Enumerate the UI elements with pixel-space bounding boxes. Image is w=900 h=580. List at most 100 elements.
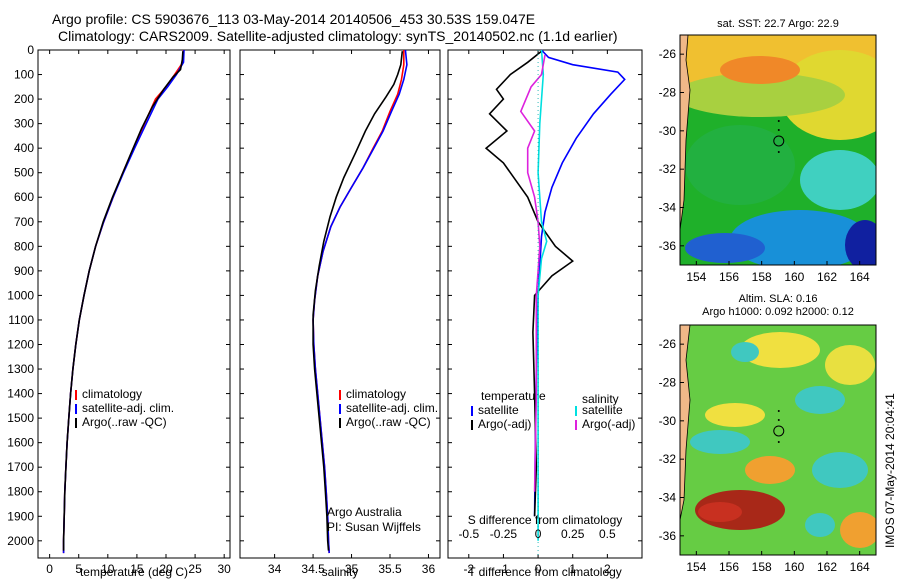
sst-xtick-label: 160: [784, 270, 804, 284]
depth-tick-label: 500: [14, 166, 34, 180]
sla-orange-1: [745, 456, 795, 484]
salinity-xtick-label: 35.5: [378, 562, 402, 576]
salinity-xtick-label: 34.5: [301, 562, 325, 576]
depth-tick-label: 200: [14, 92, 34, 106]
sst-ytick-label: -28: [659, 86, 677, 100]
diff-legend-label: Argo(-adj): [582, 417, 635, 431]
sst-float-marker: [773, 135, 785, 147]
depth-tick-label: 1800: [7, 485, 34, 499]
sla-ytick-label: -30: [659, 414, 677, 428]
depth-tick-label: 1400: [7, 387, 34, 401]
depth-tick-label: 1000: [7, 288, 34, 302]
salinity-frame: [239, 49, 441, 559]
depth-tick-label: 600: [14, 190, 34, 204]
sla-ytick-label: -32: [659, 452, 677, 466]
difference-xtick-label: 0: [535, 562, 542, 576]
difference-series-0: [533, 49, 626, 517]
sst-ytick-label: -30: [659, 124, 677, 138]
sst-xtick-label: 156: [719, 270, 739, 284]
salinity-series-2: [312, 51, 404, 551]
sla-ytick-label: -34: [659, 491, 677, 505]
temperature-xtick-label: 10: [101, 562, 115, 576]
sla-frame: [679, 324, 877, 556]
sla-ytick-label: -36: [659, 529, 677, 543]
sst-ytick-label: -32: [659, 162, 677, 176]
salinity-series-1: [312, 49, 408, 554]
sla-yellow-3: [705, 403, 765, 427]
sla-track-dot: [777, 418, 780, 421]
sst-blue-south: [730, 210, 870, 265]
pi-annotation: PI: Susan Wijffels: [327, 520, 421, 534]
temperature-xtick-label: 15: [130, 562, 144, 576]
sst-ytick-label: -34: [659, 201, 677, 215]
sla-xtick-label: 154: [686, 560, 706, 574]
sst-title: sat. SST: 22.7 Argo: 22.9: [717, 18, 839, 30]
sla-track-dot: [777, 440, 780, 443]
salinity-xtick-label: 36: [422, 562, 436, 576]
sla-title-2: Argo h1000: 0.092 h2000: 0.12: [702, 306, 854, 318]
sst-map: [680, 35, 876, 265]
difference-xtick-label: 1: [569, 562, 576, 576]
sst-frame: [679, 34, 877, 266]
temperature-xlabel: temperature (deg C): [80, 565, 188, 579]
depth-tick-label: 900: [14, 264, 34, 278]
difference-xtick-label: -1: [498, 562, 509, 576]
depth-tick-label: 1500: [7, 411, 34, 425]
diff-s-tick-label: 0.5: [599, 527, 616, 541]
diff-legend-temperature-title: temperature: [481, 389, 546, 403]
difference-series-2: [537, 49, 548, 541]
salinity-xtick-label: 34: [268, 562, 282, 576]
depth-tick-label: 1900: [7, 509, 34, 523]
sst-cyan-east: [800, 150, 876, 210]
temperature-series-2: [62, 51, 184, 551]
temperature-series-1: [62, 49, 185, 554]
sla-cyan-5: [805, 513, 835, 537]
sst-land: [680, 35, 691, 231]
depth-tick-label: 300: [14, 117, 34, 131]
salinity-series-0: [312, 50, 405, 554]
map-axes-sst: 154 156 158 160 162 164 -26 -28 -30 -32 -34 -36 sat.…: [659, 18, 877, 284]
temperature-series-0: [62, 49, 185, 554]
sst-warm-spot: [720, 56, 800, 84]
sla-xtick-label: 164: [850, 560, 870, 574]
depth-tick-label: 1200: [7, 337, 34, 351]
temperature-legend-label: satellite-adj. clim.: [82, 401, 174, 415]
sst-track-dot: [777, 119, 780, 122]
diff-s-axis-label: S difference from climatology: [468, 513, 623, 527]
depth-tick-label: 1100: [8, 313, 34, 327]
sla-xtick-label: 162: [817, 560, 837, 574]
sla-ytick-label: -28: [659, 376, 677, 390]
sla-xtick-label: 156: [719, 560, 739, 574]
diff-legend-label: Argo(-adj): [478, 417, 531, 431]
temperature-xtick-label: 30: [218, 562, 232, 576]
temperature-xtick-label: 25: [188, 562, 202, 576]
depth-tick-label: 1300: [7, 362, 34, 376]
temperature-legend-label: climatology: [82, 387, 142, 401]
salinity-legend-label: satellite-adj. clim.: [346, 401, 438, 415]
sla-map: [680, 325, 876, 555]
depth-tick-label: 400: [14, 141, 34, 155]
diff-s-tick-label: -0.25: [490, 527, 518, 541]
map-axes-sla: 154 156 158 160 162 164 -26 -28 -30 -32 -34 -36 Alti…: [659, 293, 877, 574]
depth-tick-label: 1700: [7, 460, 34, 474]
temperature-frame: [37, 49, 231, 559]
sst-xtick-label: 158: [752, 270, 772, 284]
sst-deep-southeast: [845, 220, 876, 265]
sst-xtick-label: 164: [850, 270, 870, 284]
sla-cyan-3: [690, 430, 750, 454]
sla-xtick-label: 160: [784, 560, 804, 574]
sla-xtick-label: 158: [752, 560, 772, 574]
sst-ytick-label: -26: [659, 47, 677, 61]
temperature-xtick-label: 5: [75, 562, 82, 576]
sst-track-dot: [777, 150, 780, 153]
difference-series-3: [519, 54, 546, 492]
panel-difference: -2 -1 0 1 2T difference from climatology sate…: [447, 49, 643, 579]
sst-track-dot: [777, 128, 780, 131]
depth-tick-label: 100: [14, 68, 34, 82]
sla-yellow-2: [825, 345, 875, 385]
sla-ytick-label: -26: [659, 337, 677, 351]
difference-series-1: [484, 50, 575, 517]
title-line-1: Argo profile: CS 5903676_113 03-May-2014…: [52, 11, 536, 27]
owner-annotation: Argo Australia: [327, 505, 402, 519]
sla-yellow-1: [740, 332, 820, 368]
